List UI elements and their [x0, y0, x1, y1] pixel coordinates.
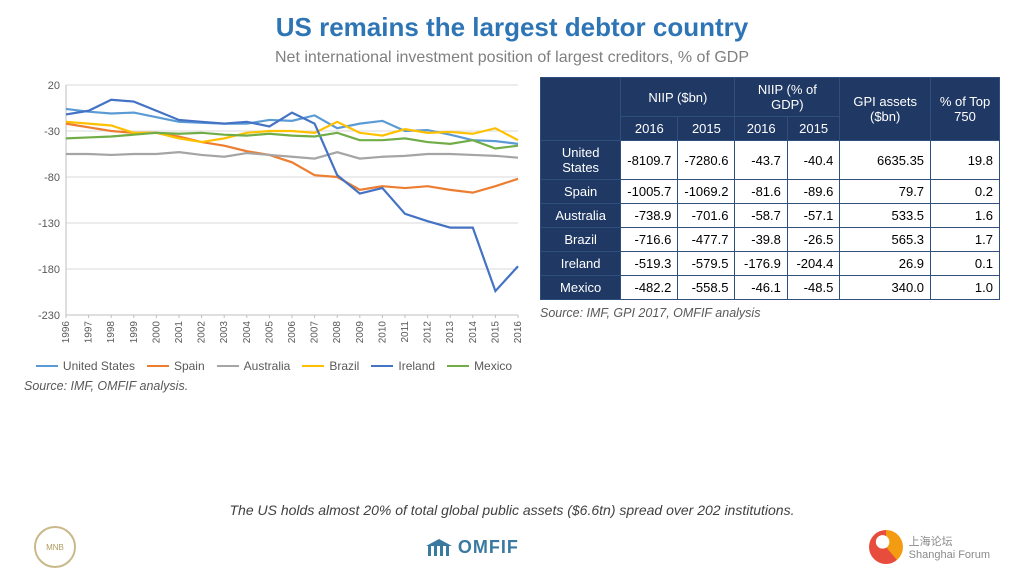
legend-item: Ireland — [371, 359, 435, 373]
omfif-text: OMFIF — [458, 537, 519, 558]
svg-text:2016: 2016 — [513, 321, 524, 344]
svg-text:-30: -30 — [44, 126, 60, 138]
table-row: Ireland-519.3-579.5-176.9-204.426.90.1 — [541, 252, 1000, 276]
logo-shanghai-forum: 上海论坛 Shanghai Forum — [869, 530, 990, 564]
svg-text:2008: 2008 — [332, 321, 343, 344]
svg-text:-130: -130 — [38, 218, 60, 230]
svg-text:1997: 1997 — [84, 321, 95, 344]
footnote: The US holds almost 20% of total global … — [24, 502, 1000, 518]
table-row: Spain-1005.7-1069.2-81.6-89.679.70.2 — [541, 180, 1000, 204]
chart-source: Source: IMF, OMFIF analysis. — [24, 379, 524, 393]
table-source: Source: IMF, GPI 2017, OMFIF analysis — [540, 306, 1000, 320]
svg-text:2003: 2003 — [219, 321, 230, 344]
svg-text:2006: 2006 — [287, 321, 298, 344]
svg-text:20: 20 — [48, 80, 60, 92]
svg-text:2014: 2014 — [468, 321, 479, 344]
table-head: NIIP ($bn)NIIP (% of GDP)GPI assets ($bn… — [541, 78, 1000, 141]
svg-text:2012: 2012 — [423, 321, 434, 344]
swirl-icon — [869, 530, 903, 564]
niip-table: NIIP ($bn)NIIP (% of GDP)GPI assets ($bn… — [540, 77, 1000, 300]
sf-english: Shanghai Forum — [909, 549, 990, 561]
table-row: Australia-738.9-701.6-58.7-57.1533.51.6 — [541, 204, 1000, 228]
legend-item: Mexico — [447, 359, 512, 373]
svg-text:-80: -80 — [44, 172, 60, 184]
chart-legend: United States Spain Australia Brazil Ireland… — [24, 359, 524, 373]
legend-item: Brazil — [302, 359, 359, 373]
sf-chinese: 上海论坛 — [909, 533, 990, 549]
svg-text:2015: 2015 — [490, 321, 501, 344]
svg-text:-180: -180 — [38, 264, 60, 276]
svg-text:2000: 2000 — [151, 321, 162, 344]
table-body: United States-8109.7-7280.6-43.7-40.4663… — [541, 141, 1000, 300]
svg-text:1998: 1998 — [106, 321, 117, 344]
svg-text:1999: 1999 — [129, 321, 140, 344]
svg-text:-230: -230 — [38, 310, 60, 322]
svg-text:2007: 2007 — [310, 321, 321, 344]
table-row: United States-8109.7-7280.6-43.7-40.4663… — [541, 141, 1000, 180]
legend-item: United States — [36, 359, 135, 373]
svg-text:2002: 2002 — [197, 321, 208, 344]
logo-omfif: OMFIF — [426, 537, 519, 558]
svg-text:2011: 2011 — [400, 321, 411, 343]
svg-text:2005: 2005 — [264, 321, 275, 344]
legend-item: Spain — [147, 359, 205, 373]
svg-text:2010: 2010 — [377, 321, 388, 344]
pillar-icon — [426, 539, 452, 556]
table-row: Brazil-716.6-477.7-39.8-26.5565.31.7 — [541, 228, 1000, 252]
svg-text:2001: 2001 — [174, 321, 185, 344]
svg-text:2009: 2009 — [355, 321, 366, 344]
logo-left-seal: MNB — [34, 526, 76, 568]
page-title: US remains the largest debtor country — [24, 12, 1000, 43]
legend-item: Australia — [217, 359, 291, 373]
svg-text:1996: 1996 — [61, 321, 72, 344]
niip-line-chart: -230 -180 -130 -80 -30 20 1996 1997 1998 1999 2000… — [24, 77, 524, 357]
subtitle: Net international investment position of… — [24, 49, 1000, 67]
table-row: Mexico-482.2-558.5-46.1-48.5340.01.0 — [541, 276, 1000, 300]
svg-text:2013: 2013 — [445, 321, 456, 344]
svg-text:2004: 2004 — [242, 321, 253, 344]
